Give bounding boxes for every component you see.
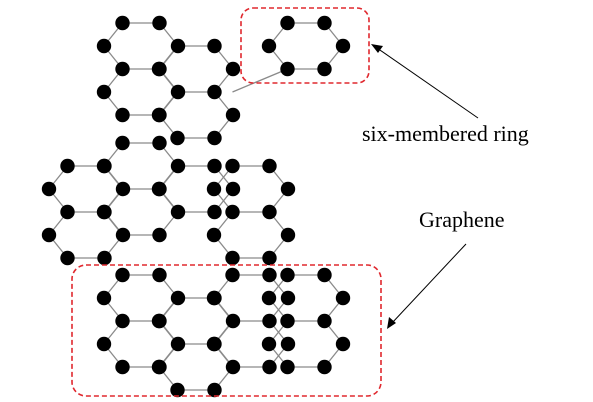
middle-sheet-carbon-atom <box>151 181 167 197</box>
six-membered-ring-pointer-arrowhead <box>371 44 383 53</box>
bond-layer <box>48 22 344 391</box>
middle-sheet-carbon-atom <box>96 158 112 174</box>
middle-sheet-carbon-atom <box>152 135 167 151</box>
top-sheet-carbon-atom <box>151 61 167 77</box>
bottom-sheet-carbon-atom <box>261 290 277 306</box>
top-sheet-carbon-atom <box>280 61 295 77</box>
middle-sheet-carbon-atom <box>115 227 131 243</box>
top-sheet-carbon-atom <box>151 107 167 123</box>
top-sheet-carbon-atom <box>170 84 186 100</box>
bottom-sheet-carbon-atom <box>96 290 112 306</box>
bottom-sheet-carbon-atom <box>170 382 185 398</box>
bottom-sheet-carbon-atom <box>206 336 222 352</box>
top-sheet-carbon-atom <box>96 84 112 100</box>
bottom-sheet-carbon-atom <box>262 313 277 329</box>
bottom-sheet-carbon-atom <box>335 290 351 306</box>
top-sheet-carbon-atom <box>152 15 167 31</box>
middle-sheet-carbon-atom <box>262 158 277 174</box>
six-membered-ring-highlight <box>240 7 370 84</box>
middle-sheet-carbon-atom <box>170 204 186 220</box>
bottom-sheet-carbon-atom <box>225 313 241 329</box>
middle-sheet-carbon-atom <box>280 227 296 243</box>
bottom-sheet-carbon-atom <box>151 359 167 375</box>
middle-sheet-carbon-atom <box>207 158 222 174</box>
bottom-sheet-carbon-atom <box>280 359 295 375</box>
atom-layer <box>41 15 351 398</box>
top-sheet-carbon-atom <box>280 15 295 31</box>
bottom-sheet-carbon-atom <box>207 382 222 398</box>
bottom-sheet-carbon-atom <box>152 267 167 283</box>
middle-sheet-carbon-atom <box>60 250 75 266</box>
top-sheet-carbon-atom <box>170 38 186 54</box>
middle-sheet-carbon-atom <box>41 227 57 243</box>
top-sheet-bond <box>232 68 288 93</box>
top-sheet-carbon-atom <box>207 38 222 54</box>
middle-sheet-carbon-atom <box>225 250 240 266</box>
top-sheet-carbon-atom <box>207 130 222 146</box>
graphene-label: Graphene <box>419 207 505 232</box>
bottom-sheet-carbon-atom <box>335 336 351 352</box>
middle-sheet-carbon-atom <box>225 204 240 220</box>
middle-sheet-carbon-atom <box>60 158 75 174</box>
bottom-sheet-carbon-atom <box>280 267 295 283</box>
middle-sheet-carbon-atom <box>97 250 112 266</box>
bottom-sheet-carbon-atom <box>280 336 296 352</box>
top-sheet-carbon-atom <box>317 15 332 31</box>
six-membered-ring-pointer-line <box>376 47 479 119</box>
middle-sheet-carbon-atom <box>152 227 167 243</box>
top-sheet-carbon-atom <box>170 130 185 146</box>
top-sheet-carbon-atom <box>115 61 130 77</box>
bottom-sheet-carbon-atom <box>262 359 277 375</box>
bottom-sheet-carbon-atom <box>225 359 241 375</box>
middle-sheet-carbon-atom <box>225 181 241 197</box>
bottom-sheet-carbon-atom <box>280 290 296 306</box>
top-sheet-carbon-atom <box>225 61 241 77</box>
middle-sheet-carbon-atom <box>170 158 186 174</box>
bottom-sheet-carbon-atom <box>115 267 130 283</box>
top-sheet-carbon-atom <box>115 107 130 123</box>
bottom-sheet-carbon-atom <box>317 359 332 375</box>
bottom-sheet-carbon-atom <box>206 290 222 306</box>
bottom-sheet-carbon-atom <box>261 336 277 352</box>
middle-sheet-carbon-atom <box>225 158 240 174</box>
top-sheet-carbon-atom <box>335 38 351 54</box>
bottom-sheet-carbon-atom <box>225 267 240 283</box>
top-sheet-carbon-atom <box>317 61 332 77</box>
middle-sheet-carbon-atom <box>280 181 296 197</box>
top-sheet-carbon-atom <box>261 38 277 54</box>
bottom-sheet-carbon-atom <box>317 313 332 329</box>
bottom-sheet-carbon-atom <box>262 267 277 283</box>
middle-sheet-carbon-atom <box>262 204 277 220</box>
bottom-sheet-carbon-atom <box>280 313 295 329</box>
middle-sheet-carbon-atom <box>60 204 75 220</box>
middle-sheet-carbon-atom <box>206 181 222 197</box>
middle-sheet-carbon-atom <box>115 181 131 197</box>
top-sheet-carbon-atom <box>207 84 222 100</box>
middle-sheet-carbon-atom <box>96 204 112 220</box>
top-sheet-carbon-atom <box>225 107 241 123</box>
bottom-sheet-carbon-atom <box>151 313 167 329</box>
top-sheet-carbon-atom <box>115 15 130 31</box>
middle-sheet-carbon-atom <box>262 250 277 266</box>
bottom-sheet-carbon-atom <box>170 336 186 352</box>
graphene-pointer-arrowhead <box>387 317 396 329</box>
middle-sheet-carbon-atom <box>41 181 57 197</box>
bottom-sheet-carbon-atom <box>96 336 112 352</box>
bottom-sheet-carbon-atom <box>115 313 130 329</box>
middle-sheet-carbon-atom <box>115 135 130 151</box>
six-membered-ring-label: six-membered ring <box>362 121 529 146</box>
top-sheet-carbon-atom <box>96 38 112 54</box>
graphene-highlight <box>71 264 382 397</box>
bottom-sheet-carbon-atom <box>170 290 186 306</box>
bottom-sheet-carbon-atom <box>115 359 130 375</box>
graphene-pointer-line <box>391 243 467 324</box>
middle-sheet-carbon-atom <box>206 227 222 243</box>
bottom-sheet-carbon-atom <box>317 267 332 283</box>
middle-sheet-carbon-atom <box>207 204 222 220</box>
